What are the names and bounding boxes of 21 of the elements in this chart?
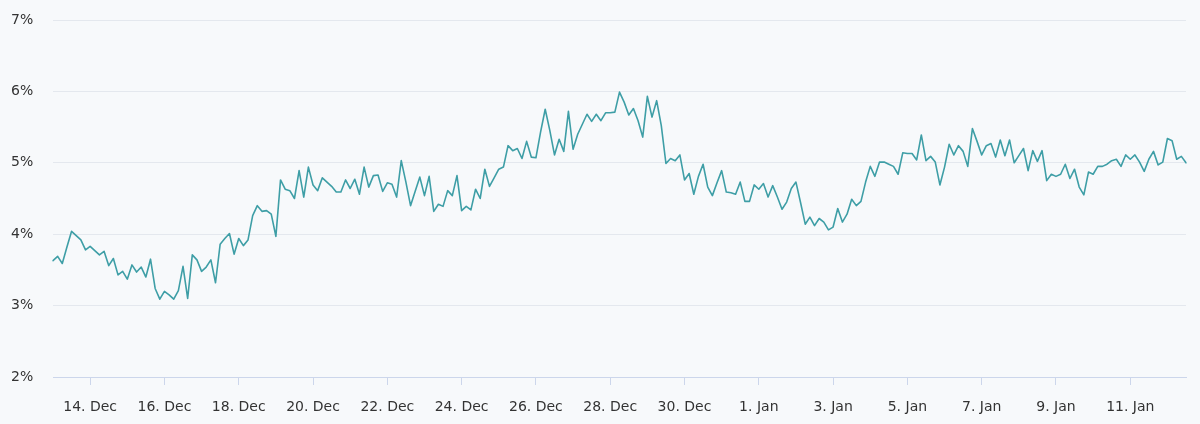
x-tick-label: 3. Jan [813,398,853,415]
x-tick-label: 22. Dec [360,398,415,415]
x-tick-label: 11. Jan [1106,398,1155,415]
x-tick-label: 9. Jan [1036,398,1076,415]
y-tick-label: 2% [11,367,34,384]
y-tick-label: 7% [11,10,34,27]
y-tick-label: 5% [11,153,34,170]
x-tick-label: 7. Jan [961,398,1002,415]
x-tick-label: 20. Dec [286,398,340,415]
y-tick-label: 6% [11,82,34,99]
x-tick-label: 26. Dec [509,398,563,415]
x-tick-label: 1. Jan [739,398,779,415]
x-tick-label: 14. Dec [63,398,118,415]
y-tick-label: 4% [11,224,34,241]
x-tick-label: 5. Jan [887,398,928,415]
y-tick-label: 3% [11,296,34,313]
x-tick-label: 24. Dec [434,398,489,415]
x-tick-label: 30. Dec [657,398,712,415]
x-tick-label: 16. Dec [137,398,192,415]
x-tick-label: 28. Dec [583,398,638,415]
x-tick-label: 18. Dec [211,398,266,415]
